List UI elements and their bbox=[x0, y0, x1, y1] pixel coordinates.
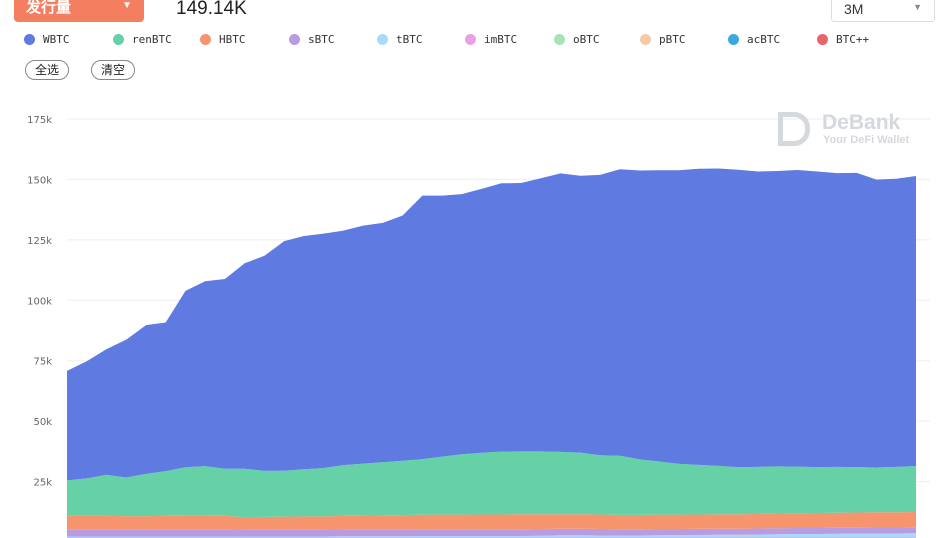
range-select[interactable]: 3M ▼ bbox=[831, 0, 935, 22]
legend-dot-icon bbox=[200, 34, 211, 45]
legend-item-obtc[interactable]: oBTC bbox=[554, 33, 600, 46]
legend-label: acBTC bbox=[747, 33, 781, 46]
legend-label: WBTC bbox=[43, 33, 70, 46]
legend-label: pBTC bbox=[659, 33, 686, 46]
current-value: 149.14K bbox=[176, 0, 247, 19]
legend-item-imbtc[interactable]: imBTC bbox=[465, 33, 517, 46]
area-renbtc bbox=[67, 451, 916, 518]
y-tick-label: 125k bbox=[27, 236, 52, 247]
legend-item-hbtc[interactable]: HBTC bbox=[200, 33, 246, 46]
area-sbtc bbox=[67, 527, 916, 537]
y-tick-label: 150k bbox=[27, 175, 52, 186]
legend-label: oBTC bbox=[573, 33, 600, 46]
legend-item-acbtc[interactable]: acBTC bbox=[728, 33, 780, 46]
legend-item-renbtc[interactable]: renBTC bbox=[113, 33, 172, 46]
y-tick-label: 75k bbox=[33, 357, 52, 368]
range-label: 3M bbox=[844, 1, 864, 17]
legend-dot-icon bbox=[465, 34, 476, 45]
legend-dot-icon bbox=[24, 34, 35, 45]
legend-label: sBTC bbox=[308, 33, 335, 46]
legend-label: tBTC bbox=[396, 33, 423, 46]
metric-select[interactable]: 发行量 ▼ bbox=[14, 0, 144, 22]
legend-dot-icon bbox=[640, 34, 651, 45]
legend-item-tbtc[interactable]: tBTC bbox=[377, 33, 423, 46]
legend-dot-icon bbox=[817, 34, 828, 45]
legend-dot-icon bbox=[728, 34, 739, 45]
y-tick-label: 50k bbox=[33, 417, 52, 428]
y-tick-label: 100k bbox=[27, 296, 52, 307]
legend-label: imBTC bbox=[484, 33, 518, 46]
watermark-tagline: Your DeFi Wallet bbox=[823, 134, 910, 146]
chevron-down-icon: ▼ bbox=[913, 2, 922, 12]
legend-dot-icon bbox=[113, 34, 124, 45]
legend-label: HBTC bbox=[219, 33, 246, 46]
legend-dot-icon bbox=[554, 34, 565, 45]
legend-dot-icon bbox=[289, 34, 300, 45]
legend-item-pbtc[interactable]: pBTC bbox=[640, 33, 686, 46]
legend-item-wbtc[interactable]: WBTC bbox=[24, 33, 70, 46]
metric-label: 发行量 bbox=[26, 0, 72, 16]
debank-logo-icon bbox=[778, 112, 810, 146]
legend-label: BTC++ bbox=[836, 33, 870, 46]
legend-item-btcplusplus[interactable]: BTC++ bbox=[817, 33, 869, 46]
legend-dot-icon bbox=[377, 34, 388, 45]
watermark-name: DeBank bbox=[822, 111, 901, 134]
area-wbtc bbox=[67, 168, 916, 481]
area-hbtc bbox=[67, 512, 916, 530]
y-tick-label: 25k bbox=[33, 478, 52, 489]
select-all-button[interactable]: 全选 bbox=[25, 60, 70, 80]
legend-item-sbtc[interactable]: sBTC bbox=[289, 33, 335, 46]
area-tbtc bbox=[67, 533, 916, 538]
chevron-down-icon: ▼ bbox=[122, 0, 132, 11]
y-tick-label: 175k bbox=[27, 115, 52, 126]
legend-label: renBTC bbox=[132, 33, 172, 46]
clear-button[interactable]: 清空 bbox=[91, 60, 136, 80]
